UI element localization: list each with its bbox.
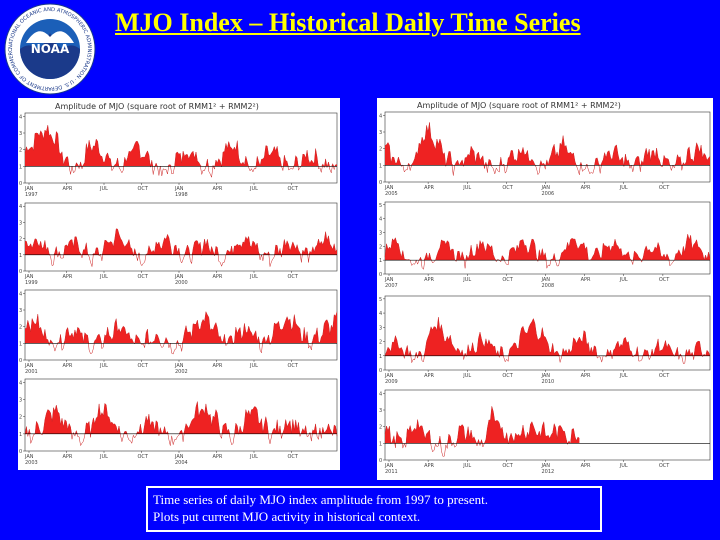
panel-right <box>377 98 713 480</box>
caption-line-2: Plots put current MJO activity in histor… <box>153 509 421 524</box>
caption-line-1: Time series of daily MJO index amplitude… <box>153 492 488 507</box>
logo-text: NOAA <box>31 42 70 56</box>
panel-left <box>18 98 340 470</box>
noaa-logo: NATIONAL OCEANIC AND ATMOSPHERIC ADMINIS… <box>4 3 96 95</box>
slide-title: MJO Index – Historical Daily Time Series <box>115 8 581 37</box>
caption-box: Time series of daily MJO index amplitude… <box>146 486 602 532</box>
